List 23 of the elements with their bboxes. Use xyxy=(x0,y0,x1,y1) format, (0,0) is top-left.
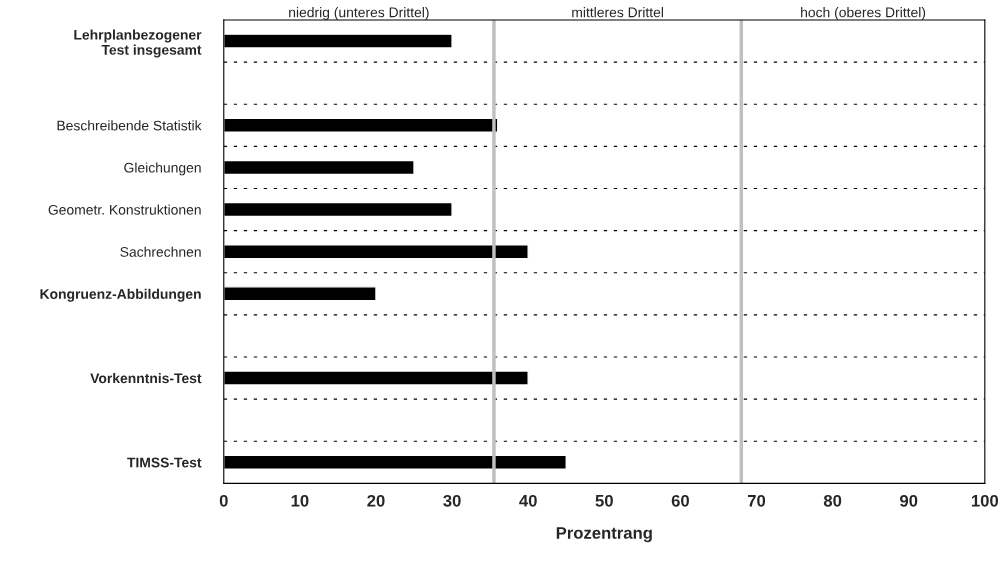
y-tick-label: Geometr. Konstruktionen xyxy=(48,204,201,215)
x-axis-title: Prozentrang xyxy=(556,527,652,543)
x-tick-label: 70 xyxy=(747,494,766,507)
y-tick-label: Vorkenntnis-Test xyxy=(90,373,202,384)
x-tick-label: 80 xyxy=(823,494,842,507)
y-tick-label: TIMSS-Test xyxy=(127,457,202,468)
x-tick-label: 100 xyxy=(971,494,999,507)
y-tick-label: Sachrechnen xyxy=(120,246,201,257)
y-tick-label: Lehrplanbezogener Test insgesamt xyxy=(74,29,202,58)
x-tick-label: 50 xyxy=(595,494,613,507)
x-tick-label: 0 xyxy=(219,494,228,507)
y-tick-label: Gleichungen xyxy=(124,162,201,176)
y-tick-label: Beschreibende Statistik xyxy=(57,120,202,131)
x-tick-label: 20 xyxy=(367,494,385,507)
x-tick-label: 10 xyxy=(291,494,309,507)
x-tick-label: 30 xyxy=(443,494,461,507)
y-tick-label: Kongruenz-Abbildungen xyxy=(40,288,201,302)
annotation: niedrig (unteres Drittel) xyxy=(289,7,429,21)
text: hoch (oberes Drittel) xyxy=(801,7,926,21)
x-tick-label: 40 xyxy=(519,494,537,507)
x-tick-label: 90 xyxy=(900,494,918,507)
text: mittleres Drittel xyxy=(572,7,663,18)
x-tick-label: 60 xyxy=(671,494,689,507)
